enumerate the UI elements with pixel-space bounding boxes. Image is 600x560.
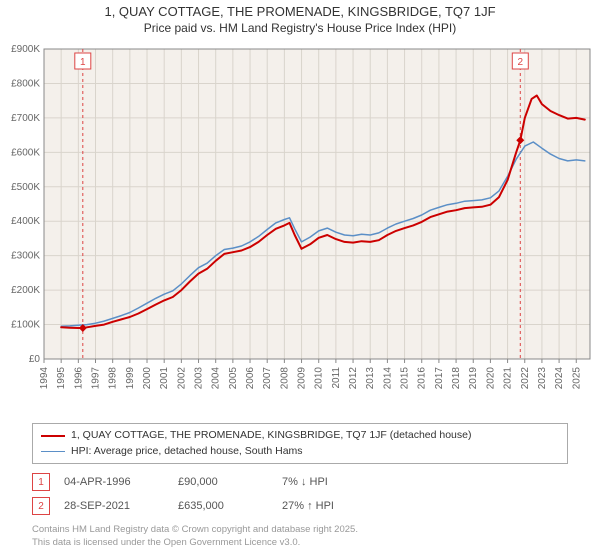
svg-text:2001: 2001 — [159, 366, 170, 389]
svg-text:£0: £0 — [29, 354, 41, 365]
legend-label: HPI: Average price, detached house, Sout… — [71, 444, 303, 460]
legend-swatch — [41, 435, 65, 437]
svg-text:1996: 1996 — [73, 366, 84, 389]
legend-label: 1, QUAY COTTAGE, THE PROMENADE, KINGSBRI… — [71, 428, 471, 444]
copyright-notice: Contains HM Land Registry data © Crown c… — [32, 524, 568, 549]
svg-text:2025: 2025 — [571, 366, 582, 389]
svg-text:2012: 2012 — [348, 366, 359, 389]
sale-records: 1 04-APR-1996 £90,000 7% ↓ HPI 2 28-SEP-2021 £… — [32, 470, 568, 518]
svg-text:£100K: £100K — [11, 319, 40, 330]
legend-row: 1, QUAY COTTAGE, THE PROMENADE, KINGSBRI… — [41, 428, 559, 444]
sale-pct-vs-hpi: 7% ↓ HPI — [282, 476, 392, 488]
svg-text:2017: 2017 — [434, 366, 445, 389]
svg-text:£600K: £600K — [11, 147, 40, 158]
svg-text:2022: 2022 — [520, 366, 531, 389]
line-chart-svg: £0 £100K £200K £300K £400K £500K £600K £700K £80… — [0, 39, 600, 419]
sale-price: £90,000 — [178, 476, 268, 488]
sale-date: 28-SEP-2021 — [64, 500, 164, 512]
sale-row: 2 28-SEP-2021 £635,000 27% ↑ HPI — [32, 494, 568, 518]
svg-text:1: 1 — [80, 57, 86, 68]
svg-text:1999: 1999 — [125, 366, 136, 389]
sale-number-box: 1 — [32, 473, 50, 491]
svg-text:£500K: £500K — [11, 182, 40, 193]
svg-text:2016: 2016 — [417, 366, 428, 389]
svg-text:2011: 2011 — [331, 366, 342, 388]
svg-text:2003: 2003 — [194, 366, 205, 389]
sale-row: 1 04-APR-1996 £90,000 7% ↓ HPI — [32, 470, 568, 494]
svg-text:2019: 2019 — [468, 366, 479, 389]
chart-area: £0 £100K £200K £300K £400K £500K £600K £700K £80… — [0, 39, 600, 419]
svg-text:2008: 2008 — [279, 366, 290, 389]
svg-text:2002: 2002 — [176, 366, 187, 389]
legend-row: HPI: Average price, detached house, Sout… — [41, 444, 559, 460]
svg-text:1994: 1994 — [39, 366, 50, 389]
svg-text:2021: 2021 — [503, 366, 514, 389]
svg-text:2007: 2007 — [262, 366, 273, 389]
svg-text:2018: 2018 — [451, 366, 462, 389]
svg-text:2015: 2015 — [400, 366, 411, 389]
chart-subtitle: Price paid vs. HM Land Registry's House … — [0, 21, 600, 39]
svg-text:£200K: £200K — [11, 285, 40, 296]
svg-text:£300K: £300K — [11, 251, 40, 262]
svg-text:1995: 1995 — [56, 366, 67, 389]
svg-text:2010: 2010 — [314, 366, 325, 389]
svg-text:2024: 2024 — [554, 366, 565, 389]
svg-text:2023: 2023 — [537, 366, 548, 389]
svg-text:2013: 2013 — [365, 366, 376, 389]
svg-text:2004: 2004 — [211, 366, 222, 389]
svg-text:1998: 1998 — [108, 366, 119, 389]
svg-text:£800K: £800K — [11, 78, 40, 89]
svg-text:2005: 2005 — [228, 366, 239, 389]
legend: 1, QUAY COTTAGE, THE PROMENADE, KINGSBRI… — [32, 423, 568, 465]
svg-text:2: 2 — [518, 57, 524, 68]
sale-date: 04-APR-1996 — [64, 476, 164, 488]
sale-price: £635,000 — [178, 500, 268, 512]
svg-text:1997: 1997 — [91, 366, 102, 389]
legend-swatch — [41, 451, 65, 452]
svg-text:2014: 2014 — [382, 366, 393, 389]
copyright-line-1: Contains HM Land Registry data © Crown c… — [32, 524, 568, 536]
svg-text:2006: 2006 — [245, 366, 256, 389]
chart-title: 1, QUAY COTTAGE, THE PROMENADE, KINGSBRI… — [0, 0, 600, 21]
copyright-line-2: This data is licensed under the Open Gov… — [32, 537, 568, 549]
svg-text:£700K: £700K — [11, 113, 40, 124]
svg-text:2020: 2020 — [485, 366, 496, 389]
svg-text:2000: 2000 — [142, 366, 153, 389]
svg-text:£900K: £900K — [11, 44, 40, 55]
svg-text:£400K: £400K — [11, 216, 40, 227]
svg-text:2009: 2009 — [297, 366, 308, 389]
sale-number-box: 2 — [32, 497, 50, 515]
sale-pct-vs-hpi: 27% ↑ HPI — [282, 500, 392, 512]
